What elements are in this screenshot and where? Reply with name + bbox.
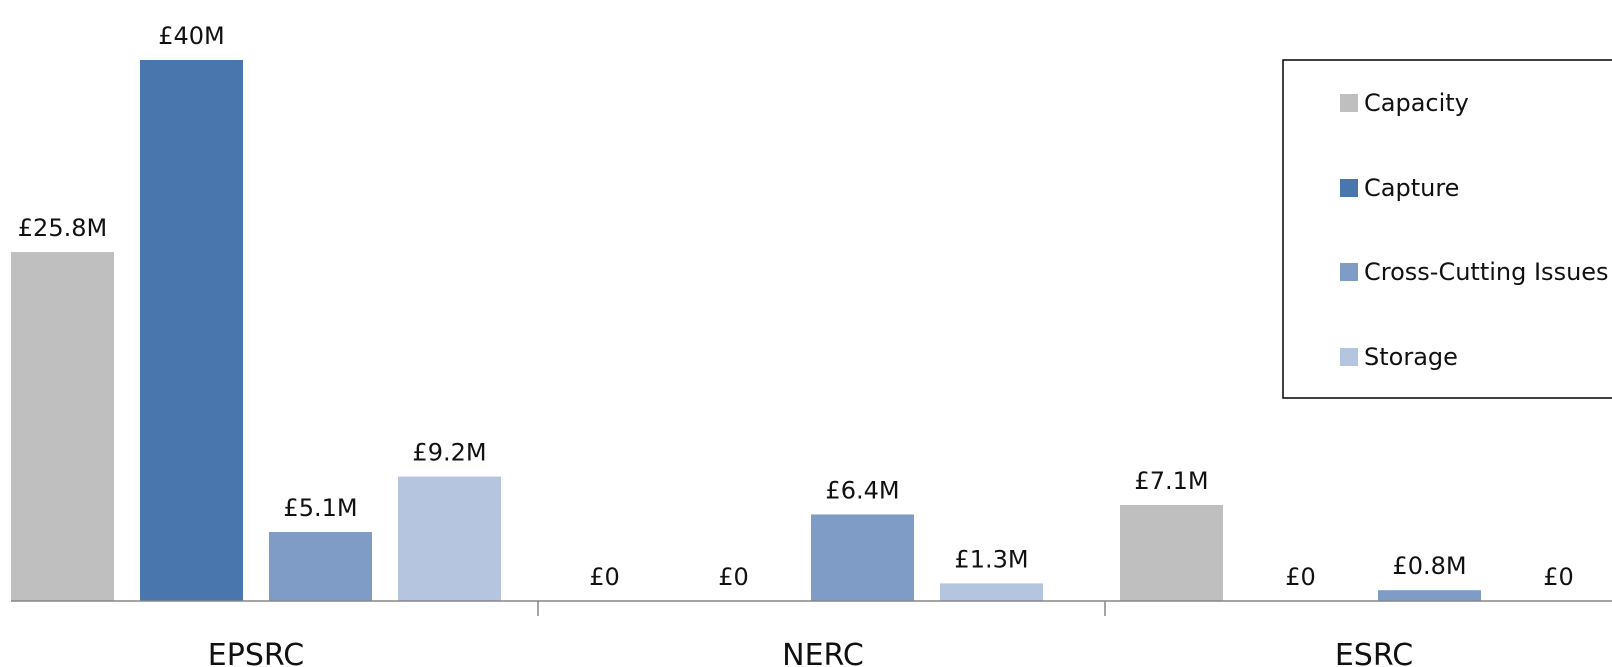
x-axis: EPSRC NERC ESRC bbox=[11, 600, 1612, 667]
value-label-esrc-cross-cutting-issues: £0.8M bbox=[1392, 552, 1466, 580]
value-label-esrc-capture: £0 bbox=[1285, 563, 1316, 591]
bar-epsrc-capture bbox=[140, 60, 243, 601]
legend-label-cross-cutting-issues: Cross-Cutting Issues bbox=[1364, 258, 1609, 286]
legend-box bbox=[1282, 59, 1612, 399]
value-label-epsrc-capture: £40M bbox=[158, 22, 225, 50]
bar-epsrc-capacity bbox=[11, 252, 114, 601]
legend-swatch-capture bbox=[1340, 179, 1358, 197]
legend-label-capacity: Capacity bbox=[1364, 89, 1469, 117]
bar-nerc-cross-cutting-issues bbox=[811, 514, 914, 601]
legend-label-capture: Capture bbox=[1364, 174, 1459, 202]
legend-swatch-storage bbox=[1340, 348, 1358, 366]
bars-layer bbox=[11, 60, 1481, 601]
value-label-nerc-cross-cutting-issues: £6.4M bbox=[825, 476, 899, 504]
value-label-nerc-capture: £0 bbox=[718, 563, 749, 591]
legend-swatch-capacity bbox=[1340, 94, 1358, 112]
value-label-nerc-storage: £1.3M bbox=[954, 545, 1028, 573]
value-labels-layer: £25.8M £40M £5.1M £9.2M £0 £0 £6.4M £1.3M £7.1M £… bbox=[18, 22, 1574, 591]
category-label-epsrc: EPSRC bbox=[208, 638, 304, 667]
value-label-esrc-storage: £0 bbox=[1543, 563, 1574, 591]
bar-nerc-storage bbox=[940, 583, 1043, 601]
value-label-esrc-capacity: £7.1M bbox=[1134, 467, 1208, 495]
category-label-esrc: ESRC bbox=[1335, 638, 1413, 667]
bar-esrc-cross-cutting-issues bbox=[1378, 590, 1481, 601]
legend-label-storage: Storage bbox=[1364, 343, 1458, 371]
bar-epsrc-storage bbox=[398, 476, 501, 601]
value-label-nerc-capacity: £0 bbox=[589, 563, 620, 591]
value-label-epsrc-cross-cutting-issues: £5.1M bbox=[283, 494, 357, 522]
bar-epsrc-cross-cutting-issues bbox=[269, 532, 372, 601]
value-label-epsrc-storage: £9.2M bbox=[412, 439, 486, 467]
legend: Capacity Capture Cross-Cutting Issues Stora… bbox=[1282, 59, 1612, 399]
legend-swatch-cross-cutting-issues bbox=[1340, 263, 1358, 281]
value-label-epsrc-capacity: £25.8M bbox=[18, 214, 107, 242]
category-label-nerc: NERC bbox=[782, 638, 864, 667]
bar-esrc-capacity bbox=[1120, 504, 1223, 601]
